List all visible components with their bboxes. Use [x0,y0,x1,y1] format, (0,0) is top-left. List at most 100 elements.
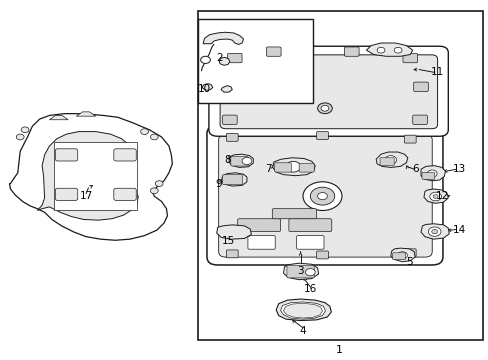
FancyBboxPatch shape [316,132,328,139]
FancyBboxPatch shape [272,209,316,219]
FancyBboxPatch shape [344,47,358,56]
FancyBboxPatch shape [299,163,314,172]
Polygon shape [37,132,138,220]
Text: 13: 13 [451,164,465,174]
Polygon shape [280,302,325,319]
FancyBboxPatch shape [404,249,415,257]
Polygon shape [76,112,96,116]
FancyBboxPatch shape [296,235,324,249]
Polygon shape [54,142,137,211]
Circle shape [285,161,300,172]
Circle shape [310,187,334,205]
FancyBboxPatch shape [55,188,78,201]
FancyBboxPatch shape [220,55,437,129]
Polygon shape [216,225,251,239]
Polygon shape [423,189,447,203]
Text: 2: 2 [215,53,222,63]
Bar [198,12,483,339]
Circle shape [397,252,407,259]
Circle shape [16,134,24,140]
Polygon shape [375,152,407,167]
Circle shape [317,103,331,114]
Polygon shape [221,86,232,92]
Text: 14: 14 [451,225,465,235]
Text: 15: 15 [222,236,235,246]
Text: 5: 5 [405,257,412,267]
Polygon shape [202,84,212,90]
FancyBboxPatch shape [316,251,328,259]
Text: 16: 16 [303,284,316,294]
FancyBboxPatch shape [288,219,331,231]
FancyBboxPatch shape [114,149,136,161]
FancyBboxPatch shape [286,266,314,278]
Text: 10: 10 [198,84,211,94]
Circle shape [431,229,437,234]
FancyBboxPatch shape [208,46,447,136]
FancyBboxPatch shape [413,82,427,91]
Polygon shape [228,154,253,167]
FancyBboxPatch shape [404,135,415,143]
Polygon shape [203,32,243,44]
Polygon shape [420,166,445,181]
Circle shape [393,47,401,53]
Text: 1: 1 [335,345,343,355]
FancyBboxPatch shape [226,250,238,258]
Text: 6: 6 [411,164,418,174]
FancyBboxPatch shape [247,235,275,249]
Circle shape [150,134,158,140]
Text: 3: 3 [297,266,303,276]
Polygon shape [221,173,246,186]
Text: 7: 7 [265,164,272,174]
Text: 8: 8 [224,155,230,165]
Polygon shape [283,303,322,318]
FancyBboxPatch shape [227,53,242,63]
FancyBboxPatch shape [379,158,393,166]
Polygon shape [390,248,414,262]
Circle shape [150,188,158,194]
Circle shape [317,193,327,200]
Text: 12: 12 [434,191,447,201]
FancyBboxPatch shape [266,47,281,56]
Text: 17: 17 [79,191,92,201]
FancyBboxPatch shape [274,163,291,172]
Circle shape [427,227,440,236]
FancyBboxPatch shape [222,115,237,125]
Circle shape [242,157,251,165]
FancyBboxPatch shape [222,175,242,185]
Text: 11: 11 [429,67,443,77]
Circle shape [21,127,29,133]
FancyBboxPatch shape [226,134,238,141]
Circle shape [303,182,341,211]
Text: 9: 9 [215,179,222,189]
Circle shape [200,56,210,63]
FancyBboxPatch shape [402,53,417,63]
FancyBboxPatch shape [237,219,280,231]
Polygon shape [9,114,172,240]
Polygon shape [272,158,315,176]
Circle shape [141,129,148,134]
FancyBboxPatch shape [218,134,431,257]
FancyBboxPatch shape [412,115,427,125]
Polygon shape [49,116,68,120]
Polygon shape [276,299,330,320]
Circle shape [384,156,396,164]
Circle shape [427,170,436,177]
Polygon shape [219,57,229,65]
FancyBboxPatch shape [55,149,78,161]
Polygon shape [283,263,318,280]
Text: 4: 4 [299,325,305,336]
FancyBboxPatch shape [392,253,405,260]
FancyBboxPatch shape [421,172,434,179]
Bar [198,19,312,103]
Polygon shape [366,43,412,56]
FancyBboxPatch shape [230,157,248,166]
Circle shape [321,105,328,111]
Circle shape [432,195,437,198]
FancyBboxPatch shape [206,126,442,265]
Circle shape [376,47,384,53]
Polygon shape [420,224,448,239]
Circle shape [155,181,163,186]
Circle shape [429,192,441,201]
FancyBboxPatch shape [114,188,136,201]
Circle shape [305,269,315,276]
